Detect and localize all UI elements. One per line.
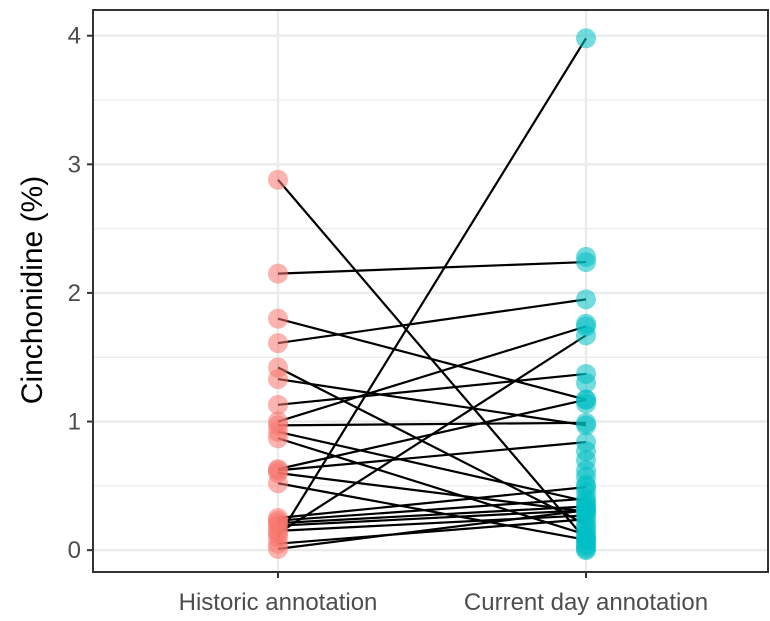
y-tick-label: 2 bbox=[68, 280, 81, 307]
pair-line bbox=[277, 497, 587, 522]
historic-point bbox=[268, 538, 288, 559]
historic-point bbox=[268, 428, 288, 449]
pair-line bbox=[277, 514, 587, 532]
current-point bbox=[576, 28, 596, 49]
pair-line bbox=[277, 366, 587, 526]
historic-point bbox=[268, 333, 288, 354]
pair-line bbox=[277, 509, 587, 527]
historic-point bbox=[268, 263, 288, 284]
pair-line bbox=[277, 334, 587, 535]
pair-line bbox=[277, 37, 587, 538]
pair-lines bbox=[277, 37, 587, 550]
pair-line bbox=[277, 372, 587, 406]
pair-line bbox=[277, 325, 587, 423]
current-point bbox=[576, 393, 596, 414]
historic-point bbox=[268, 169, 288, 190]
pair-line bbox=[277, 298, 587, 345]
historic-point bbox=[268, 394, 288, 415]
x-tick-label: Current day annotation bbox=[464, 589, 708, 616]
current-point bbox=[576, 495, 596, 516]
pair-line bbox=[277, 378, 587, 427]
current-point bbox=[576, 372, 596, 393]
current-point bbox=[576, 313, 596, 334]
current-point bbox=[576, 289, 596, 310]
x-tick-label: Historic annotation bbox=[179, 589, 378, 616]
pair-line bbox=[277, 430, 587, 503]
historic-point bbox=[268, 308, 288, 329]
pair-line bbox=[277, 260, 587, 275]
pair-line bbox=[277, 518, 587, 545]
axes: 0 1 2 3 4 Historic annotation Current day anno… bbox=[68, 23, 708, 616]
historic-point bbox=[268, 369, 288, 390]
y-axis-title: Cinchonidine (%) bbox=[16, 176, 49, 404]
pair-line bbox=[277, 486, 587, 520]
pair-line bbox=[277, 471, 587, 513]
pair-line bbox=[277, 317, 587, 401]
pair-line bbox=[277, 421, 587, 427]
y-tick-label: 1 bbox=[68, 409, 81, 436]
panel-border bbox=[92, 9, 769, 573]
current-point bbox=[576, 540, 596, 561]
pair-line bbox=[277, 505, 587, 525]
pair-line bbox=[277, 509, 587, 550]
current-point bbox=[576, 246, 596, 267]
current-point bbox=[576, 412, 596, 433]
pair-line bbox=[277, 482, 587, 541]
y-tick-label: 4 bbox=[68, 23, 81, 50]
historic-point bbox=[268, 473, 288, 494]
y-tick-label: 0 bbox=[68, 537, 81, 564]
pair-line bbox=[277, 441, 587, 472]
y-tick-label: 3 bbox=[68, 151, 81, 178]
data-points bbox=[268, 28, 596, 561]
